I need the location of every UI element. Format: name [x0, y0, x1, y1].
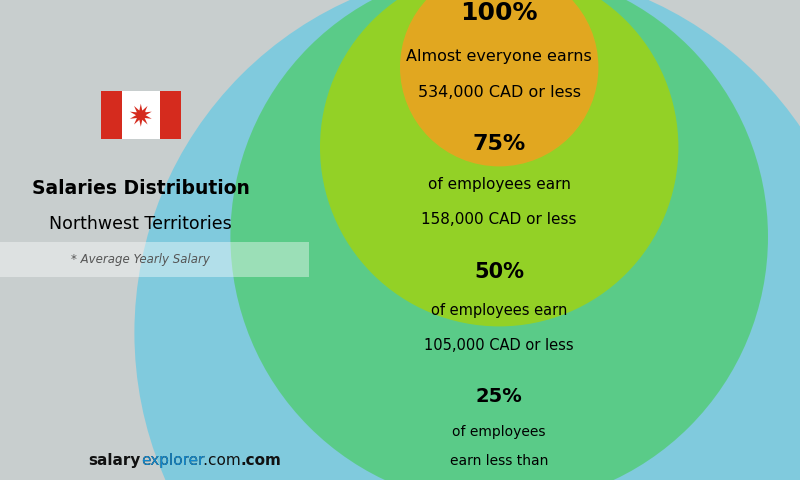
Text: 100%: 100% [461, 1, 538, 25]
Text: explorer: explorer [141, 453, 204, 468]
Text: ❤: ❤ [135, 108, 146, 122]
FancyBboxPatch shape [101, 91, 181, 139]
FancyBboxPatch shape [160, 91, 181, 139]
Text: of employees earn: of employees earn [431, 303, 567, 318]
PathPatch shape [130, 104, 152, 127]
Text: Almost everyone earns: Almost everyone earns [406, 48, 592, 63]
Circle shape [400, 0, 598, 167]
Circle shape [230, 0, 768, 480]
Text: salary: salary [89, 453, 141, 468]
Circle shape [320, 0, 678, 326]
Text: Northwest Territories: Northwest Territories [50, 215, 232, 233]
Text: 50%: 50% [474, 262, 524, 282]
FancyBboxPatch shape [0, 241, 309, 277]
Text: 25%: 25% [476, 387, 522, 406]
Circle shape [134, 0, 800, 480]
Text: of employees: of employees [453, 425, 546, 439]
Text: earn less than: earn less than [450, 454, 548, 468]
Text: .com: .com [240, 453, 281, 468]
Text: 158,000 CAD or less: 158,000 CAD or less [422, 212, 577, 227]
FancyBboxPatch shape [101, 91, 122, 139]
Text: 534,000 CAD or less: 534,000 CAD or less [418, 85, 581, 100]
Text: * Average Yearly Salary: * Average Yearly Salary [71, 252, 210, 266]
Text: of employees earn: of employees earn [428, 177, 570, 192]
Text: Salaries Distribution: Salaries Distribution [32, 180, 250, 198]
Text: explorer.com: explorer.com [141, 453, 241, 468]
Text: 105,000 CAD or less: 105,000 CAD or less [424, 338, 574, 353]
Text: 75%: 75% [473, 134, 526, 154]
